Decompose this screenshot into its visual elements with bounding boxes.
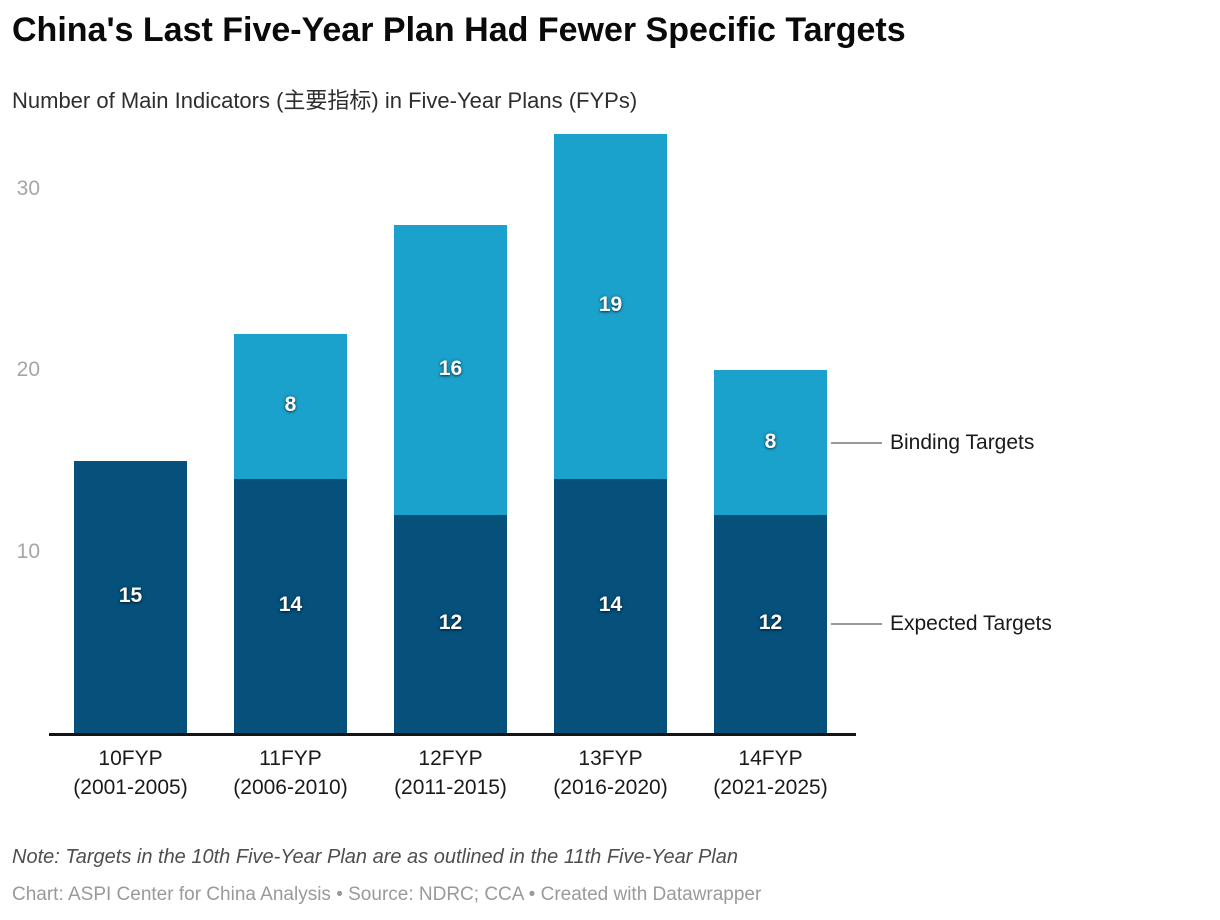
x-axis-label-11fyp: 11FYP (2006-2010) [206,744,376,802]
bar-segment-12fyp-expected-targets[interactable]: 12 [394,515,507,733]
y-axis-tick-label: 30 [16,176,40,200]
bar-segment-13fyp-binding-targets[interactable]: 19 [554,134,667,479]
bar-value-label: 8 [284,393,297,417]
x-axis-label-line1: 11FYP [259,747,322,770]
legend-binding-label: Binding Targets [890,430,1035,454]
x-axis-label-14fyp: 14FYP (2021-2025) [686,744,856,802]
x-axis-label-13fyp: 13FYP (2016-2020) [526,744,696,802]
bar-segment-13fyp-expected-targets[interactable]: 14 [554,478,667,733]
x-axis-label-line2: (2011-2015) [394,776,507,799]
x-axis-label-line2: (2016-2020) [553,776,668,799]
x-axis-label-line1: 13FYP [578,747,643,770]
x-axis-label-line2: (2006-2010) [233,776,348,799]
chart-note: Note: Targets in the 10th Five-Year Plan… [12,846,738,868]
chart-title: China's Last Five-Year Plan Had Fewer Sp… [12,11,906,49]
x-axis-label-line1: 14FYP [738,747,803,770]
x-axis-label-line1: 10FYP [98,747,163,770]
x-axis-label-10fyp: 10FYP (2001-2005) [46,744,216,802]
bar-value-label: 12 [438,611,463,635]
bar-value-label: 14 [598,592,623,616]
legend-expected-targets: Expected Targets [831,610,1052,638]
bar-segment-11fyp-binding-targets[interactable]: 8 [234,333,347,479]
bar-value-label: 14 [278,592,303,616]
bar-segment-14fyp-expected-targets[interactable]: 12 [714,515,827,733]
x-axis-label-line2: (2001-2005) [73,776,188,799]
legend-expected-label: Expected Targets [890,612,1052,636]
x-axis-label-line2: (2021-2025) [713,776,828,799]
y-axis-tick-label: 20 [16,358,40,381]
chart-credit: Chart: ASPI Center for China Analysis • … [12,884,762,905]
x-axis-label-line1: 12FYP [418,747,483,770]
bar-segment-14fyp-binding-targets[interactable]: 8 [714,370,827,516]
legend-binding-targets: Binding Targets [831,429,1034,457]
bar-segment-10fyp-expected-targets[interactable]: 15 [74,460,187,733]
bar-value-label: 15 [118,583,143,607]
bar-value-label: 12 [758,611,783,635]
bar-value-label: 19 [598,293,623,317]
legend-connector-line [831,441,882,444]
x-axis-line [49,733,856,736]
legend-connector-line [831,623,882,626]
chart-subtitle: Number of Main Indicators (主要指标) in Five… [12,88,638,113]
y-axis-tick-label: 10 [16,539,40,563]
x-axis-label-12fyp: 12FYP (2011-2015) [366,744,536,802]
bar-value-label: 8 [764,429,777,453]
bar-value-label: 16 [438,356,463,380]
bar-segment-11fyp-expected-targets[interactable]: 14 [234,478,347,733]
bar-segment-12fyp-binding-targets[interactable]: 16 [394,224,507,516]
